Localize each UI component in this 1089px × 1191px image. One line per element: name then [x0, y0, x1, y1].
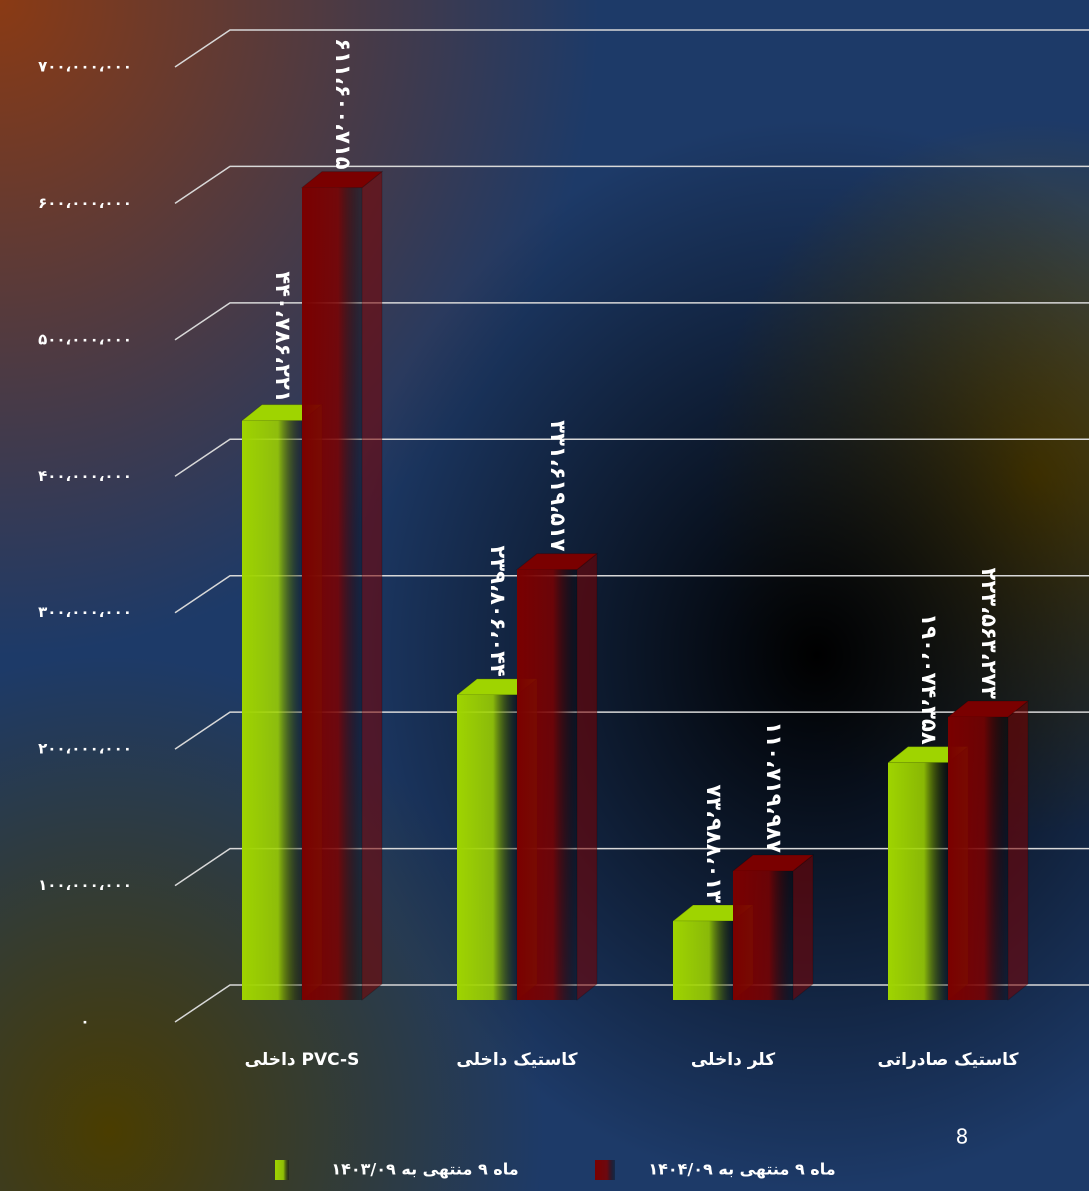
- x-tick-label: کلر داخلی: [691, 1050, 775, 1070]
- bar: [300, 170, 384, 1002]
- x-tick-label: کاستیک صادراتی: [878, 1050, 1019, 1070]
- legend-swatch: [275, 1160, 289, 1180]
- y-tick-label: ۴۰۰،۰۰۰،۰۰۰: [38, 467, 132, 485]
- legend-swatch: [595, 1160, 615, 1180]
- grid-line: [174, 165, 1089, 205]
- value-label: ۲۳۹،۸۰۶،۰۴۴: [486, 546, 510, 677]
- legend-label: ماه ۹ منتهی به ۱۴۰۴/۰۹: [648, 1160, 835, 1179]
- y-tick-label: ۵۰۰،۰۰۰،۰۰۰: [38, 330, 132, 348]
- grid-line: [174, 711, 1089, 750]
- y-tick-label: ۱۰۰،۰۰۰،۰۰۰: [38, 876, 132, 894]
- y-tick-label: ۰: [80, 1013, 89, 1031]
- bar-side: [792, 853, 814, 1002]
- value-label: ۴۴۰،۷۸۶،۲۲۱: [271, 271, 295, 402]
- y-tick-label: ۳۰۰،۰۰۰،۰۰۰: [38, 603, 132, 621]
- grid-line: [174, 302, 1089, 341]
- legend-label: ماه ۹ منتهی به ۱۴۰۳/۰۹: [331, 1160, 518, 1179]
- value-label: ۱۱۰،۷۱۹،۹۸۷: [762, 722, 786, 853]
- value-label: ۱۹۰،۰۷۴،۳۵۸: [917, 613, 941, 744]
- bar-side: [576, 552, 598, 1002]
- grid-line: [174, 847, 1089, 887]
- bar-front: [457, 694, 517, 1000]
- bar-front: [948, 716, 1008, 1000]
- y-tick-label: ۶۰۰،۰۰۰،۰۰۰: [38, 194, 132, 212]
- value-label: ۳۳۱،۶۱۹،۵۱۷: [546, 420, 570, 551]
- bar: [515, 552, 599, 1002]
- grid-line: [174, 29, 1089, 68]
- grid-line: [174, 574, 1089, 614]
- value-label: ۷۳،۹۸۸،۰۱۳: [702, 785, 726, 904]
- x-tick-label: کاستیک داخلی: [456, 1050, 577, 1070]
- y-tick-label: ۷۰۰،۰۰۰،۰۰۰: [38, 58, 132, 76]
- x-tick-label: داخلی PVC-S: [245, 1050, 360, 1070]
- bar-front: [673, 921, 733, 1000]
- bar-front: [242, 420, 302, 1000]
- y-tick-label: ۲۰۰،۰۰۰،۰۰۰: [38, 740, 132, 758]
- bar-front: [888, 762, 948, 1000]
- value-label: ۲۲۳،۵۶۳،۲۷۳: [977, 568, 1001, 699]
- bar-front: [302, 187, 362, 1001]
- bar: [731, 853, 815, 1002]
- bar-side: [361, 170, 383, 1002]
- bar-front: [733, 870, 793, 1000]
- page-number: 8: [956, 1125, 969, 1149]
- bar: [946, 699, 1030, 1002]
- grid-line: [174, 438, 1089, 477]
- value-label: ۶۱۱،۶۰۰،۷۱۵: [331, 38, 355, 169]
- bar-front: [517, 569, 577, 1000]
- bar-side: [1007, 699, 1029, 1002]
